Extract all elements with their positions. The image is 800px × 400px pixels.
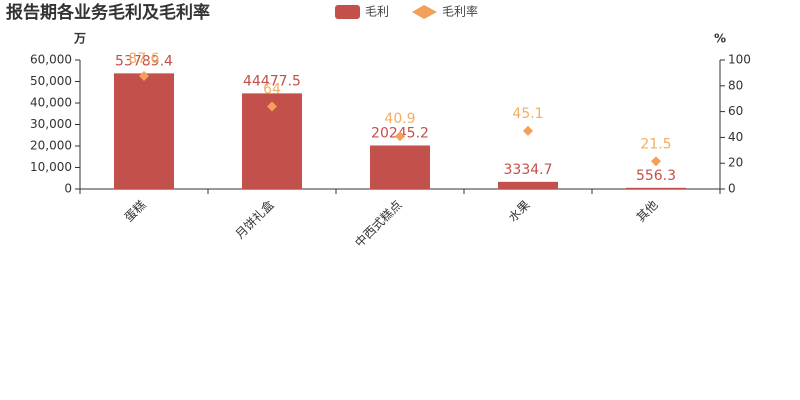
- x-tick-label: 中西式糕点: [352, 197, 405, 250]
- y-tick-label: 30,000: [30, 117, 72, 131]
- y-tick-label: 40,000: [30, 96, 72, 110]
- bar-value-label: 53789.4: [115, 53, 173, 69]
- x-tick-label: 蛋糕: [122, 198, 149, 225]
- x-tick-label: 水果: [506, 198, 533, 225]
- y2-tick-label: 40: [728, 130, 743, 144]
- chart-title: 报告期各业务毛利及毛利率: [6, 2, 210, 23]
- y2-tick-label: 80: [728, 78, 743, 92]
- rate-value-label: 40.9: [384, 111, 415, 127]
- y2-tick-label: 0: [728, 182, 736, 196]
- x-tick-label: 其他: [634, 198, 661, 225]
- bar: [498, 181, 558, 189]
- y-tick-label: 10,000: [30, 160, 72, 174]
- rate-marker: [267, 101, 277, 112]
- bar: [370, 145, 430, 189]
- rate-value-label: 87.6: [128, 51, 159, 67]
- rate-marker: [523, 125, 533, 136]
- y2-tick-label: 60: [728, 104, 743, 118]
- legend-swatch: [335, 5, 360, 19]
- bar-value-label: 556.3: [636, 168, 676, 184]
- y-tick-label: 20,000: [30, 139, 72, 153]
- y2-tick-label: 20: [728, 156, 743, 170]
- rate-marker: [651, 156, 661, 167]
- bar: [626, 187, 686, 189]
- rate-value-label: 64: [263, 81, 281, 97]
- bar-value-label: 3334.7: [504, 162, 553, 178]
- x-tick-label: 月饼礼盒: [232, 197, 277, 242]
- y-tick-label: 0: [64, 182, 72, 196]
- rate-value-label: 21.5: [640, 136, 671, 152]
- legend-swatch: [412, 5, 437, 19]
- y-tick-label: 60,000: [30, 53, 72, 67]
- bar: [114, 73, 174, 189]
- y2-tick-label: 100: [728, 53, 751, 67]
- y-tick-label: 50,000: [30, 74, 72, 88]
- y-unit: 万: [73, 32, 86, 46]
- rate-value-label: 45.1: [512, 106, 543, 122]
- bar-value-label: 44477.5: [243, 73, 301, 89]
- rate-marker: [139, 70, 149, 81]
- y2-unit: %: [714, 32, 726, 46]
- rate-marker: [395, 131, 405, 142]
- legend-label: 毛利: [365, 5, 389, 19]
- legend-label: 毛利率: [442, 4, 478, 19]
